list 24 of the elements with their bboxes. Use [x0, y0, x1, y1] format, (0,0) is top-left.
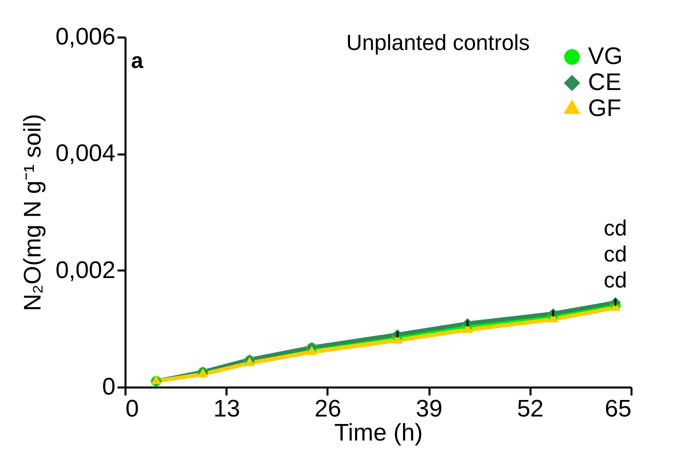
- chart-title: Unplanted controls: [346, 30, 530, 55]
- legend-label: VG: [588, 43, 623, 70]
- legend-label: CE: [588, 69, 622, 96]
- legend-label: GF: [588, 95, 622, 122]
- y-tick-label: 0,006: [55, 24, 116, 50]
- y-tick-label: 0,004: [55, 140, 116, 168]
- annotation: cd: [604, 241, 628, 266]
- point: [462, 324, 473, 333]
- x-tick-label: 26: [314, 396, 342, 422]
- point: [392, 334, 403, 344]
- annotation: cd: [604, 215, 628, 240]
- point: [306, 346, 318, 356]
- annotation: cd: [604, 267, 628, 292]
- x-tick-label: 0: [126, 396, 139, 422]
- annotation: a: [131, 48, 144, 73]
- x-tick-label: 65: [604, 396, 632, 422]
- y-axis-title: N₂O(mg N g⁻¹ soil): [19, 114, 46, 312]
- x-tick-label: 13: [213, 396, 240, 422]
- y-tick-label: 0,002: [55, 256, 116, 284]
- y-tick-label: 0: [102, 374, 116, 400]
- x-tick-label: 39: [416, 396, 442, 422]
- x-axis-title: Time (h): [334, 420, 423, 446]
- point: [548, 313, 558, 322]
- x-tick-label: 52: [516, 396, 544, 422]
